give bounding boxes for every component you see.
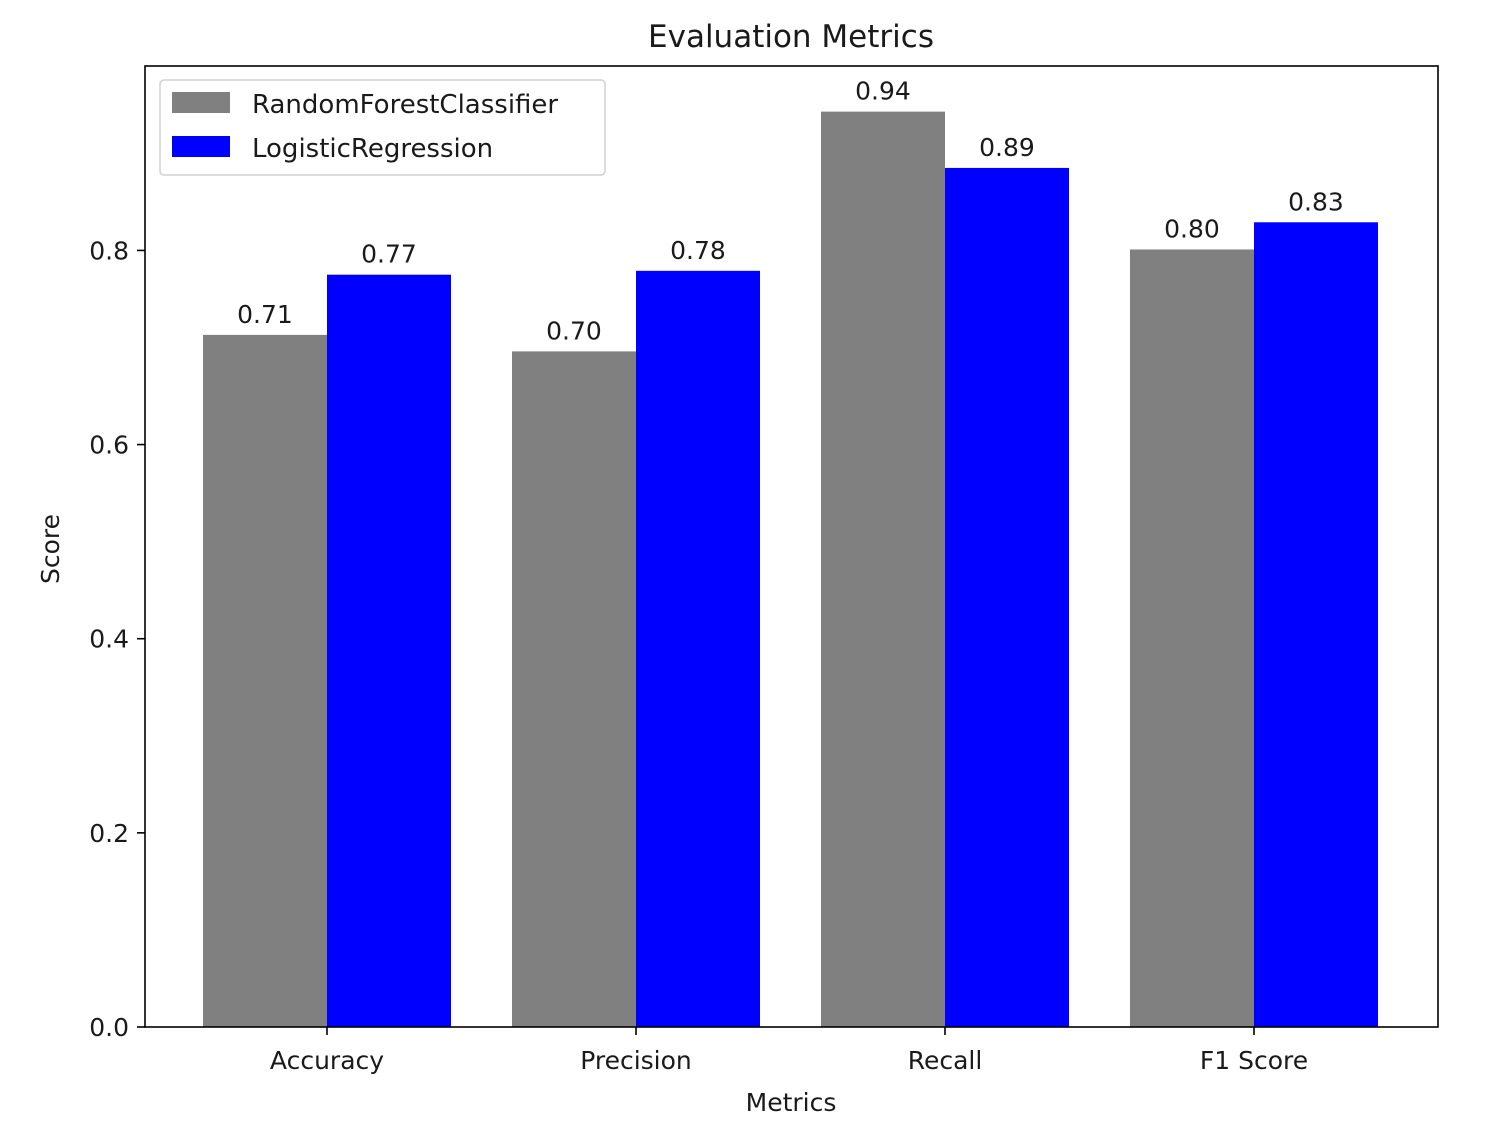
y-axis-label: Score	[36, 514, 65, 584]
y-tick-label-1: 0.2	[89, 819, 129, 848]
x-axis: Accuracy Precision Recall F1 Score	[270, 1027, 1308, 1075]
bar-label-recall-randomforestclassifier: 0.94	[855, 77, 911, 106]
y-tick-label-4: 0.8	[89, 236, 129, 265]
bar-f1-score-randomforestclassifier	[1130, 249, 1254, 1028]
bar-accuracy-logisticregression	[327, 274, 451, 1027]
bars-group	[203, 111, 1378, 1028]
x-tick-label-recall: Recall	[908, 1046, 983, 1075]
legend-label-random-forest: RandomForestClassifier	[252, 90, 558, 120]
y-tick-label-2: 0.4	[89, 625, 129, 654]
bar-accuracy-randomforestclassifier	[203, 334, 327, 1027]
plot-frame	[144, 65, 1439, 1028]
x-tick-label-accuracy: Accuracy	[270, 1046, 384, 1075]
legend-swatch-logistic-regression	[172, 136, 230, 157]
bar-label-f1-score-randomforestclassifier: 0.80	[1164, 214, 1220, 243]
legend-swatch-random-forest	[172, 92, 230, 113]
x-tick-label-precision: Precision	[580, 1046, 692, 1075]
legend-label-logistic-regression: LogisticRegression	[252, 134, 493, 164]
legend: RandomForestClassifier LogisticRegressio…	[159, 79, 606, 176]
bar-precision-logisticregression	[636, 270, 760, 1027]
bar-label-recall-logisticregression: 0.89	[979, 133, 1035, 162]
y-tick-label-3: 0.6	[89, 431, 129, 460]
bar-precision-randomforestclassifier	[512, 351, 636, 1027]
x-tick-label-f1-score: F1 Score	[1200, 1046, 1308, 1075]
x-axis-label: Metrics	[746, 1088, 837, 1117]
chart-title: Evaluation Metrics	[648, 19, 934, 55]
bar-f1-score-logisticregression	[1254, 222, 1378, 1028]
bar-label-precision-randomforestclassifier: 0.70	[546, 316, 602, 345]
bar-label-f1-score-logisticregression: 0.83	[1288, 187, 1344, 216]
bar-label-accuracy-randomforestclassifier: 0.71	[237, 300, 293, 329]
y-tick-label-0: 0.0	[89, 1013, 129, 1042]
bar-recall-randomforestclassifier	[821, 111, 945, 1027]
legend-frame	[159, 79, 606, 176]
bar-label-precision-logisticregression: 0.78	[670, 236, 726, 265]
bar-recall-logisticregression	[945, 167, 1069, 1027]
y-axis: 0.0 0.2 0.4 0.6 0.8	[89, 236, 145, 1042]
bar-label-accuracy-logisticregression: 0.77	[361, 240, 417, 269]
bar-labels-group: 0.71 0.77 0.70 0.78 0.94 0.89 0.80 0.83	[237, 77, 1344, 346]
